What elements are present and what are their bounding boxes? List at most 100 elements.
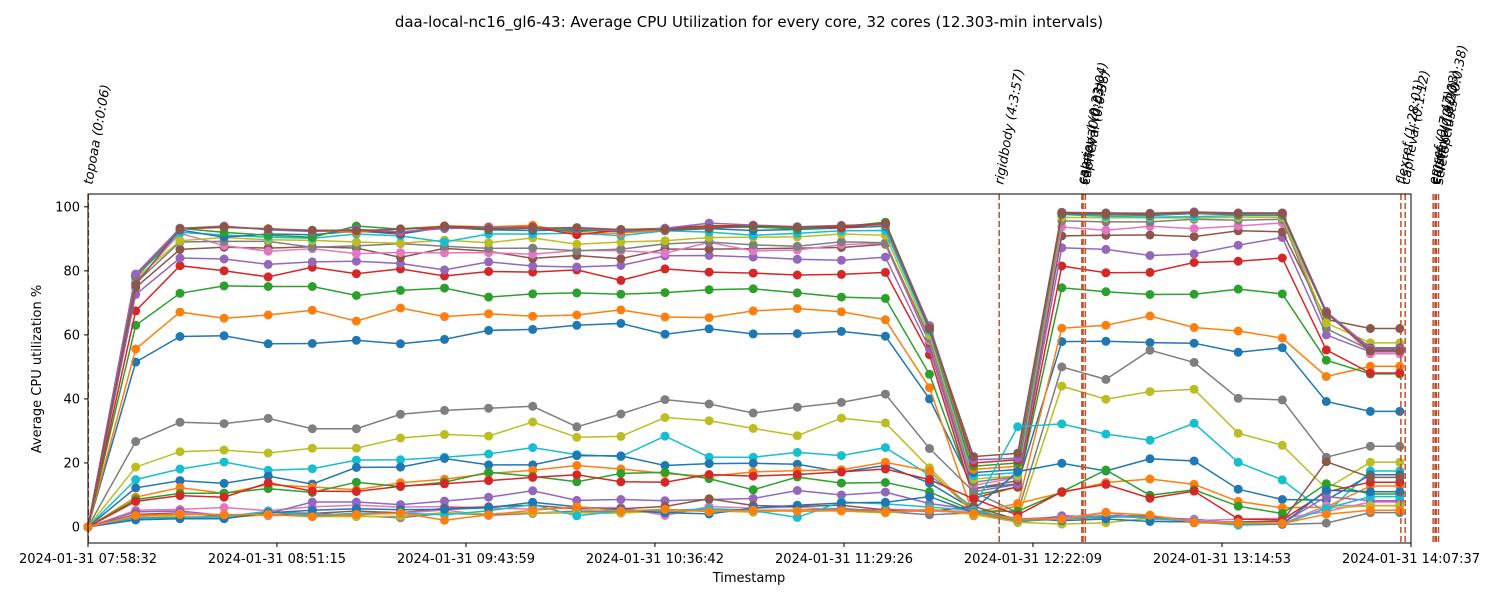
data-point <box>880 252 890 262</box>
data-point <box>616 451 626 461</box>
data-point <box>792 470 802 479</box>
data-point <box>1395 457 1405 467</box>
data-point <box>572 432 582 442</box>
data-point <box>704 267 714 277</box>
data-point <box>351 256 361 266</box>
data-point <box>1101 479 1111 489</box>
data-point <box>484 492 494 502</box>
series-layer <box>83 207 1405 532</box>
data-point <box>969 452 979 462</box>
data-point <box>396 224 405 234</box>
data-point <box>219 445 229 455</box>
series-line <box>87 460 1400 528</box>
series-line <box>87 236 1400 528</box>
data-point <box>1321 330 1331 340</box>
data-point <box>880 315 890 325</box>
data-point <box>1277 208 1287 218</box>
data-point <box>748 505 758 515</box>
data-point <box>792 447 802 457</box>
data-point <box>1233 208 1243 218</box>
data-point <box>880 418 890 428</box>
data-point <box>131 475 141 485</box>
data-point <box>396 238 405 248</box>
data-point <box>1321 397 1331 406</box>
data-point <box>1189 224 1199 234</box>
data-point <box>572 495 582 505</box>
data-point <box>616 431 626 441</box>
plot-frame <box>87 193 1412 544</box>
data-point <box>528 497 538 507</box>
data-point <box>1365 324 1375 333</box>
data-point <box>1189 418 1199 428</box>
step-marker-label: rigidbody (4:3:57) <box>992 68 1027 186</box>
data-point <box>836 413 846 423</box>
data-point <box>396 409 405 419</box>
data-point <box>307 424 317 434</box>
data-point <box>1277 343 1287 353</box>
data-point <box>1233 519 1243 528</box>
series-group <box>83 210 1405 532</box>
data-point <box>1101 268 1111 278</box>
data-point <box>1233 256 1243 266</box>
data-point <box>704 313 714 323</box>
data-point <box>528 401 538 411</box>
data-point <box>572 320 582 330</box>
data-point <box>131 437 141 446</box>
data-point <box>792 431 802 441</box>
x-tick-label: 2024-01-31 13:14:53 <box>1153 552 1291 567</box>
data-point <box>880 267 890 277</box>
data-point <box>660 329 670 339</box>
data-point <box>484 403 494 413</box>
data-point <box>484 224 494 234</box>
data-point <box>616 244 626 254</box>
data-point <box>616 305 626 315</box>
data-point <box>484 449 494 459</box>
data-point <box>131 344 141 354</box>
data-point <box>263 413 273 423</box>
data-point <box>263 448 273 458</box>
y-tick-label: 60 <box>63 328 80 343</box>
data-point <box>704 507 714 517</box>
data-point <box>616 260 626 270</box>
data-point <box>660 312 670 322</box>
data-point <box>1101 287 1111 297</box>
data-point <box>1145 474 1155 484</box>
data-point <box>1101 225 1111 235</box>
data-point <box>748 471 758 481</box>
data-point <box>307 242 317 252</box>
data-point <box>1101 244 1111 254</box>
data-point <box>1057 381 1067 391</box>
data-point <box>219 222 229 232</box>
data-point <box>660 477 670 487</box>
data-point <box>1277 475 1287 485</box>
step-marker-label: caprieval (0:0:38) <box>1078 69 1113 186</box>
data-point <box>1277 333 1287 343</box>
series-line <box>87 349 1400 528</box>
data-point <box>616 409 626 419</box>
data-point <box>836 467 846 477</box>
data-point <box>572 310 582 320</box>
data-point <box>351 462 361 472</box>
data-point <box>880 293 890 303</box>
data-point <box>1145 251 1155 260</box>
data-point <box>219 478 229 488</box>
data-point <box>1189 357 1199 367</box>
data-point <box>528 324 538 334</box>
data-point <box>175 244 185 254</box>
data-point <box>1321 485 1331 495</box>
data-point <box>219 313 229 323</box>
data-point <box>1321 372 1331 381</box>
y-tick-label: 0 <box>72 520 80 535</box>
data-point <box>660 461 670 470</box>
data-point <box>792 222 802 232</box>
data-point <box>616 506 626 516</box>
data-point <box>836 237 846 247</box>
data-point <box>219 503 229 512</box>
data-point <box>307 443 317 453</box>
data-point <box>1013 422 1023 432</box>
data-point <box>263 471 273 481</box>
data-point <box>1101 394 1111 404</box>
data-point <box>925 444 934 453</box>
data-point <box>351 487 361 496</box>
data-point <box>1233 428 1243 438</box>
